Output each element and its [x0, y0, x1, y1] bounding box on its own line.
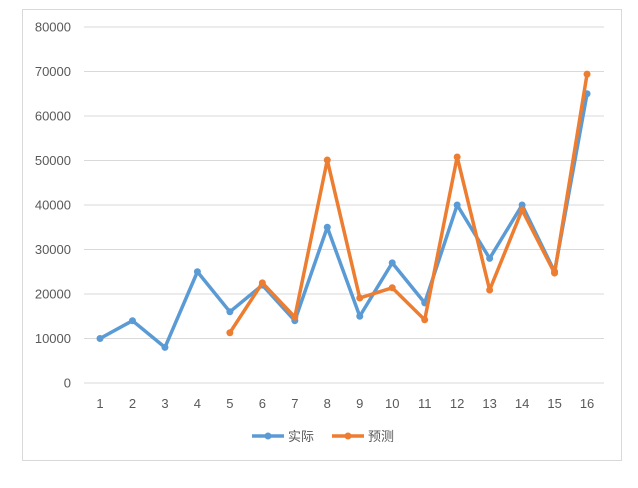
x-tick-label: 6 [259, 396, 266, 411]
x-tick-label: 8 [324, 396, 331, 411]
x-tick-label: 5 [226, 396, 233, 411]
x-tick-label: 10 [385, 396, 399, 411]
data-point [453, 201, 461, 209]
data-point [323, 223, 331, 231]
y-tick-label: 0 [64, 376, 71, 391]
data-point [356, 312, 364, 320]
data-point [356, 294, 364, 302]
data-point [518, 206, 526, 214]
y-tick-label: 20000 [35, 287, 71, 302]
legend-label: 预测 [368, 429, 394, 444]
x-tick-label: 11 [418, 396, 432, 411]
legend-label: 实际 [288, 429, 314, 444]
y-tick-label: 40000 [35, 198, 71, 213]
data-point [226, 308, 234, 316]
y-tick-label: 60000 [35, 109, 71, 124]
data-point [421, 316, 429, 324]
data-point [258, 279, 266, 287]
data-point [291, 313, 299, 321]
data-point [583, 70, 591, 78]
x-tick-label: 16 [580, 396, 594, 411]
y-tick-label: 70000 [35, 64, 71, 79]
x-tick-label: 1 [96, 396, 103, 411]
y-tick-label: 30000 [35, 242, 71, 257]
series-line-1 [99, 93, 589, 350]
data-point [96, 335, 104, 342]
data-point [388, 259, 396, 267]
x-tick-label: 3 [161, 396, 168, 411]
data-point [453, 153, 461, 161]
x-tick-label: 13 [482, 396, 496, 411]
data-point [551, 269, 559, 277]
y-tick-label: 10000 [35, 331, 71, 346]
series-line-2 [228, 73, 589, 334]
data-point [323, 156, 331, 164]
data-point [193, 268, 201, 276]
x-tick-label: 4 [194, 396, 201, 411]
x-tick-label: 12 [450, 396, 464, 411]
y-tick-label: 50000 [35, 153, 71, 168]
chart-frame [22, 9, 622, 461]
data-point [128, 317, 136, 325]
x-tick-label: 14 [515, 396, 529, 411]
data-point [486, 254, 494, 262]
legend-marker [264, 432, 272, 440]
data-point [226, 329, 234, 337]
data-point [388, 284, 396, 292]
data-point [161, 343, 169, 351]
data-point [486, 286, 494, 294]
legend-marker [344, 432, 352, 440]
data-point [518, 201, 526, 209]
x-tick-label: 2 [129, 396, 136, 411]
x-tick-label: 9 [356, 396, 363, 411]
x-tick-label: 15 [547, 396, 561, 411]
y-tick-label: 80000 [35, 20, 71, 35]
x-tick-label: 7 [291, 396, 298, 411]
